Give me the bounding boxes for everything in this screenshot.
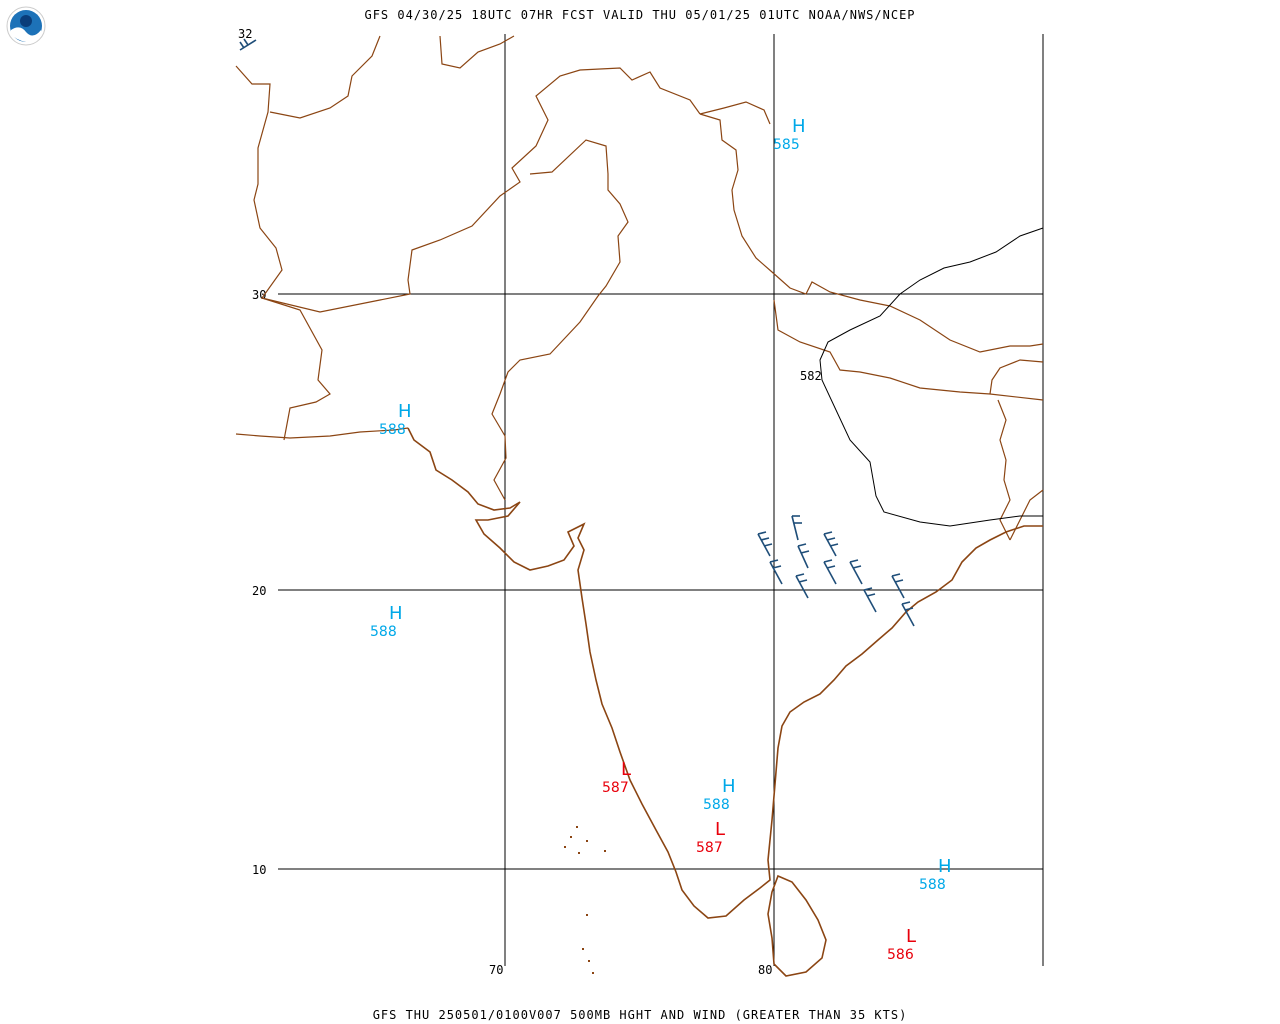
wind-barb bbox=[823, 531, 839, 557]
coastline bbox=[407, 427, 1043, 977]
low-center-marker: L bbox=[621, 759, 631, 780]
map-title: GFS 04/30/25 18UTC 07HR FCST VALID THU 0… bbox=[364, 8, 916, 22]
wind-barb bbox=[769, 559, 783, 585]
wind-barb bbox=[757, 531, 773, 557]
wind-barb bbox=[823, 559, 837, 585]
lon-label-70: 70 bbox=[489, 963, 503, 977]
corner-label: 32 bbox=[238, 27, 252, 41]
lon-label-80: 80 bbox=[758, 963, 772, 977]
low-center-marker: L bbox=[715, 819, 725, 840]
lat-lon-grid bbox=[278, 34, 1044, 966]
height-centers: H 585 H 588 H 588 H 588 L 587 L 587 H 58… bbox=[370, 116, 952, 963]
low-center-value: 587 bbox=[696, 840, 723, 856]
high-center-value: 585 bbox=[773, 137, 800, 153]
wind-barb bbox=[791, 515, 802, 541]
low-center-value: 587 bbox=[602, 780, 629, 796]
wind-barb bbox=[239, 38, 257, 51]
low-center-value: 586 bbox=[887, 947, 914, 963]
wind-barb bbox=[891, 573, 905, 599]
noaa-logo-icon bbox=[6, 6, 46, 46]
lat-label-20: 20 bbox=[252, 584, 266, 598]
wind-barbs bbox=[239, 38, 915, 627]
country-borders bbox=[235, 35, 1044, 541]
high-center-value: 588 bbox=[919, 877, 946, 893]
high-center-marker: H bbox=[722, 776, 736, 797]
wind-barb bbox=[901, 601, 915, 627]
islands bbox=[564, 826, 606, 974]
lat-label-10: 10 bbox=[252, 863, 266, 877]
wind-barb bbox=[797, 543, 810, 569]
wind-barb bbox=[795, 573, 809, 599]
wind-barb bbox=[863, 587, 877, 613]
contour-label-582: 582 bbox=[800, 369, 822, 383]
wind-barb bbox=[849, 559, 863, 585]
high-center-value: 588 bbox=[379, 422, 406, 438]
height-contour-582: 582 bbox=[800, 227, 1044, 527]
high-center-marker: H bbox=[389, 603, 403, 624]
high-center-marker: H bbox=[792, 116, 806, 137]
high-center-value: 588 bbox=[370, 624, 397, 640]
low-center-marker: L bbox=[906, 926, 916, 947]
high-center-marker: H bbox=[398, 401, 412, 422]
high-center-value: 588 bbox=[703, 797, 730, 813]
product-description: GFS THU 250501/0100V007 500MB HGHT AND W… bbox=[372, 1008, 908, 1022]
high-center-marker: H bbox=[938, 856, 952, 877]
